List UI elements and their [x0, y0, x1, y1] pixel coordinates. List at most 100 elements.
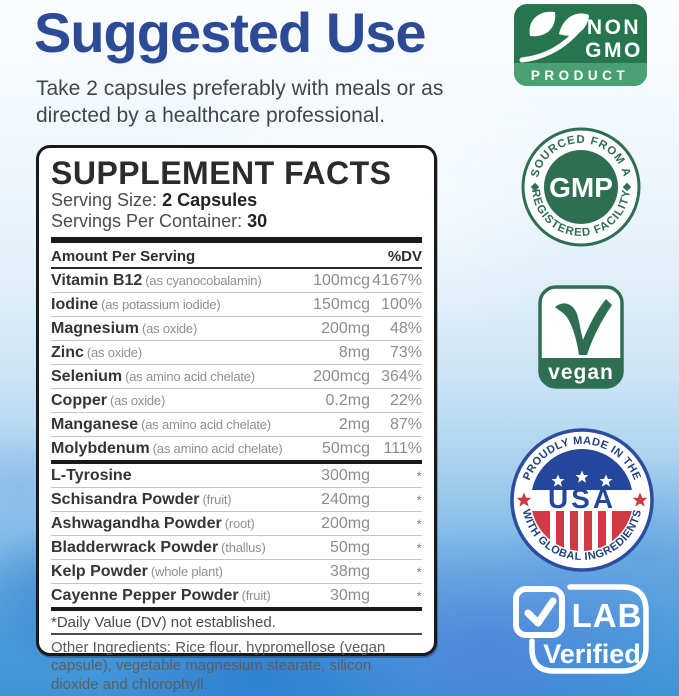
lab-verified-badge: LAB Verified — [506, 575, 660, 692]
table-row: Cayenne Pepper Powder (fruit) 30mg * — [51, 583, 422, 607]
nutrient-dv: 4167% — [372, 271, 422, 289]
lab-line1: LAB — [572, 597, 643, 634]
divider-dark — [51, 267, 422, 269]
nutrient-note: (as amino acid chelate) — [152, 440, 283, 456]
nutrient-name: Ashwagandha Powder — [51, 514, 222, 532]
nutrient-note: (whole plant) — [150, 563, 223, 579]
nutrient-name: Magnesium — [51, 319, 140, 337]
table-row: Bladderwrack Powder (thallus) 50mg * — [51, 535, 422, 559]
serving-size-line: Serving Size: 2 Capsules — [51, 190, 422, 211]
nutrient-amount: 200mg — [321, 514, 370, 532]
vegan-icon: vegan — [538, 285, 624, 389]
nutrient-dv: 48% — [389, 319, 422, 337]
nutrient-dv: * — [416, 587, 422, 604]
nutrient-amount: 200mg — [321, 319, 370, 337]
botanicals-rows: L-Tyrosine 300mg * Schisandra Powder (fruit… — [51, 464, 422, 607]
leaf-icon — [559, 13, 589, 36]
table-row: Zinc (as oxide) 8mg 73% — [51, 340, 422, 364]
servings-label: Servings Per Container: — [51, 211, 248, 231]
table-row: L-Tyrosine 300mg * — [51, 464, 422, 487]
nutrient-name: Cayenne Pepper Powder — [51, 586, 239, 604]
nutrient-amount: 300mg — [321, 466, 370, 484]
nutrient-name: Manganese — [51, 415, 139, 433]
table-row: Vitamin B12 (as cyanocobalamin) 100mcg 4167… — [51, 269, 422, 292]
nutrient-dv: * — [416, 467, 422, 484]
nutrient-amount: 100mcg — [313, 271, 370, 289]
nutrient-amount: 50mg — [329, 538, 370, 556]
nutrient-name: Bladderwrack Powder — [51, 538, 219, 556]
nutrient-note: (as cyanocobalamin) — [145, 272, 262, 288]
non-gmo-line1: NON — [587, 16, 641, 39]
nutrient-amount: 2mg — [338, 415, 370, 433]
leaf-icon — [529, 11, 556, 37]
vegan-check-icon — [555, 299, 612, 355]
usa-center-label: USA — [548, 483, 616, 514]
nutrient-name: Selenium — [51, 367, 123, 385]
table-row: Copper (as oxide) 0.2mg 22% — [51, 388, 422, 412]
divider-mid — [51, 460, 422, 464]
nutrient-note: (as amino acid chelate) — [141, 416, 271, 432]
nutrient-name: Molybdenum — [51, 439, 150, 457]
table-row: Magnesium (as oxide) 200mg 48% — [51, 316, 422, 340]
nutrient-dv: 22% — [389, 391, 422, 409]
nutrient-dv: * — [416, 563, 422, 580]
supplement-facts-title: SUPPLEMENT FACTS — [51, 155, 392, 191]
gmp-seal-icon: GMP SOURCED FROM A REGISTERED FACILITY — [521, 127, 641, 247]
nutrient-dv: 87% — [389, 415, 422, 433]
nutrient-note: (as oxide) — [142, 320, 198, 336]
checkmark-icon — [524, 597, 557, 627]
nutrient-amount: 50mcg — [321, 439, 370, 457]
lab-line2: Verified — [543, 639, 641, 669]
nutrient-name: Copper — [51, 391, 107, 409]
nutrient-dv: 111% — [383, 439, 422, 457]
nutrient-name: Schisandra Powder — [51, 490, 200, 508]
nutrient-dv: 100% — [381, 295, 422, 313]
nutrient-note: (as potassium iodide) — [101, 296, 221, 312]
gmp-badge: GMP SOURCED FROM A REGISTERED FACILITY — [520, 126, 642, 253]
table-row: Ashwagandha Powder (root) 200mg * — [51, 511, 422, 535]
nutrient-amount: 200mcg — [313, 367, 370, 385]
nutrient-amount: 0.2mg — [325, 391, 370, 409]
table-row: Selenium (as amino acid chelate) 200mcg 364… — [51, 364, 422, 388]
vegan-badge: vegan — [538, 285, 624, 394]
usa-seal-icon: USA PROUDLY MADE IN THE WITH GLOBAL INGR… — [510, 428, 654, 572]
serving-size-value: 2 Capsules — [162, 190, 258, 210]
vegan-label: vegan — [548, 361, 614, 384]
divider-thin — [51, 633, 422, 635]
non-gmo-line2: GMO — [585, 39, 643, 62]
nutrient-dv: * — [416, 491, 422, 508]
non-gmo-badge: NON GMO PRODUCT — [514, 4, 647, 91]
nutrient-dv: * — [416, 539, 422, 556]
nutrient-note: (thallus) — [221, 539, 266, 555]
table-row: Molybdenum (as amino acid chelate) 50mcg 11… — [51, 436, 422, 460]
other-ingredients: Other Ingredients: Rice flour, hypromell… — [51, 638, 386, 693]
minerals-rows: Vitamin B12 (as cyanocobalamin) 100mcg 4167… — [51, 269, 422, 460]
nutrient-amount: 38mg — [329, 562, 370, 580]
divider-thick — [51, 237, 422, 243]
supplement-facts-panel: SUPPLEMENT FACTS Serving Size: 2 Capsule… — [36, 145, 437, 693]
nutrient-name: Vitamin B12 — [51, 271, 143, 289]
servings-per-container-line: Servings Per Container: 30 — [51, 211, 422, 232]
lab-verified-icon: LAB Verified — [513, 584, 649, 674]
table-row: Schisandra Powder (fruit) 240mg * — [51, 487, 422, 511]
nutrient-amount: 30mg — [329, 586, 370, 604]
table-header: Amount Per Serving %DV — [51, 245, 422, 267]
page-title: Suggested Use — [34, 1, 427, 64]
nutrient-note: (root) — [224, 515, 255, 531]
gmp-center-label: GMP — [549, 172, 613, 203]
non-gmo-icon: NON GMO PRODUCT — [514, 4, 647, 86]
nutrient-name: Iodine — [51, 295, 99, 313]
suggested-use-text: Take 2 capsules preferably with meals or… — [36, 77, 444, 127]
nutrient-name: Zinc — [51, 343, 84, 361]
nutrient-amount: 150mcg — [313, 295, 370, 313]
usa-badge: USA PROUDLY MADE IN THE WITH GLOBAL INGR… — [508, 426, 656, 579]
nutrient-note: (fruit) — [202, 491, 232, 507]
nutrient-amount: 8mg — [338, 343, 370, 361]
checkbox-icon — [513, 586, 565, 638]
nutrient-note: (as amino acid chelate) — [125, 368, 255, 384]
divider-mid — [51, 607, 422, 611]
table-row: Kelp Powder (whole plant) 38mg * — [51, 559, 422, 583]
nutrient-dv: 364% — [381, 367, 422, 385]
nutrient-name: L-Tyrosine — [51, 466, 132, 484]
daily-value-footnote: *Daily Value (DV) not established. — [51, 613, 276, 631]
